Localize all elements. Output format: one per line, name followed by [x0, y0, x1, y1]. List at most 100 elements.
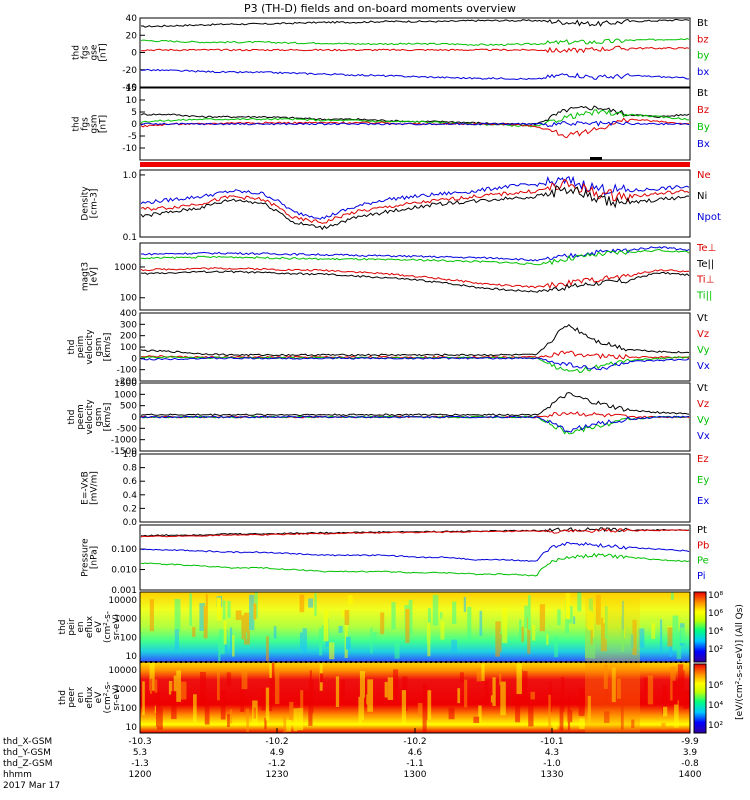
y-axis-label: thd [67, 340, 77, 355]
y-axis-label: fgs [81, 117, 91, 131]
legend-Npot: Npot [697, 212, 721, 223]
spectro-cell [156, 708, 163, 730]
spectro-cell [651, 623, 656, 639]
spectro-cell [199, 671, 206, 707]
spectro-cell [232, 635, 235, 657]
spectro-cell [495, 621, 500, 657]
y-axis-label: peem [76, 404, 86, 430]
y-tick-label: 100 [120, 633, 137, 643]
colorbar-tick: 10⁸ [708, 591, 723, 601]
spectro-cell [559, 699, 564, 731]
spectro-cell [611, 667, 616, 703]
figure-title: P3 (TH-D) fields and on-board moments ov… [244, 2, 516, 15]
series-line-Bt [140, 18, 690, 28]
y-axis-label: [eV] [90, 267, 100, 286]
y-tick-label: -5 [128, 132, 137, 142]
y-axis-label: peer [67, 687, 77, 708]
spectro-cell [565, 592, 571, 620]
y-tick-label: 200 [120, 332, 137, 342]
y-axis-label: thd [72, 45, 82, 60]
y-axis-label: eV [94, 620, 104, 633]
spectro-cell [347, 595, 353, 605]
y-axis-label: eflux [85, 686, 95, 709]
spectro-cell [417, 702, 424, 718]
spectro-cell [579, 687, 585, 716]
spectro-cell [521, 626, 524, 643]
y-axis-label: gse [90, 44, 100, 60]
spectro-cell [440, 621, 445, 640]
y-tick-label: 20 [126, 31, 138, 41]
y-tick-label: -200 [117, 377, 138, 387]
y-axis-label: [nT] [99, 43, 109, 61]
spectro-cell [204, 704, 210, 725]
y-tick-label: 0.1 [123, 233, 137, 243]
spectro-cell [478, 705, 482, 722]
series-line-Ti⊥ [140, 246, 690, 262]
y-tick-label: 0.010 [111, 566, 137, 576]
legend-Bx: Bx [697, 139, 710, 150]
spectro-cell [309, 670, 312, 703]
y-tick-label: 1.0 [123, 450, 138, 460]
x-row-value: 4.6 [408, 748, 423, 758]
y-tick-label: 0.0 [123, 518, 138, 528]
spectro-cell [302, 628, 307, 654]
spectro-cell [269, 662, 275, 690]
x-row-value: -9.9 [681, 737, 699, 747]
y-tick-label: 1500 [114, 379, 137, 389]
spectro-cell [149, 662, 155, 691]
colorbar-tick: 10⁶ [708, 609, 723, 619]
spectro-cell [473, 716, 480, 723]
spectro-cell [672, 680, 678, 705]
spectro-cell [527, 595, 531, 630]
spectro-cell [448, 707, 455, 720]
x-row-value: -1.0 [543, 759, 561, 769]
spectro-cell [192, 627, 196, 637]
series-line-Bz [140, 117, 690, 139]
series-line-Ne [140, 178, 690, 224]
panel-frame [139, 242, 691, 311]
y-axis-label: Density [81, 186, 91, 221]
legend-Vy: Vy [697, 345, 710, 356]
spectro-cell [149, 599, 154, 632]
y-axis-label: en [76, 692, 86, 703]
x-row-name: thd_X-GSM [3, 737, 52, 747]
spectro-cell [199, 603, 206, 631]
spectro-cell [269, 677, 273, 712]
spectro-cell [401, 690, 407, 726]
x-row-name: thd_Y-GSM [3, 748, 51, 758]
spectro-cell [557, 609, 561, 626]
x-row-value: -10.1 [540, 737, 563, 747]
series-line-Pe [140, 552, 690, 577]
series-line-Vx [140, 356, 690, 371]
legend-Te⊥: Te⊥ [696, 243, 716, 254]
x-row-value: 1300 [404, 770, 427, 780]
spectro-cell [243, 612, 250, 645]
spectro-cell [660, 619, 663, 651]
y-tick-label: 0 [131, 120, 137, 130]
spectro-cell [387, 677, 394, 700]
spectro-cell [440, 612, 443, 619]
spectro-cell [380, 612, 385, 635]
series-line-Vx [140, 415, 690, 433]
series-line-Pi [140, 541, 690, 562]
spectro-cell [227, 600, 231, 619]
y-tick-label: 0.4 [123, 491, 138, 501]
panel-10: 10000 1000 100 10 thd peer en eflux eV (cm²-s-sr-… [58, 666, 145, 733]
colorbar-lower [693, 663, 707, 734]
legend-Te||: Te|| [696, 259, 714, 270]
legend-Pi: Pi [697, 571, 706, 582]
spectro-cell [149, 678, 153, 694]
legend-Ez: Ez [697, 454, 709, 465]
spectro-cell [253, 707, 257, 719]
spectro-cell [249, 594, 255, 631]
spectro-cell [427, 608, 431, 629]
spectro-cell [427, 690, 432, 720]
spectro-cell [603, 664, 608, 689]
spectro-cell [621, 615, 625, 652]
y-axis-label: en [76, 621, 86, 632]
spectro-cell [631, 719, 635, 728]
spectro-cell [299, 632, 304, 650]
